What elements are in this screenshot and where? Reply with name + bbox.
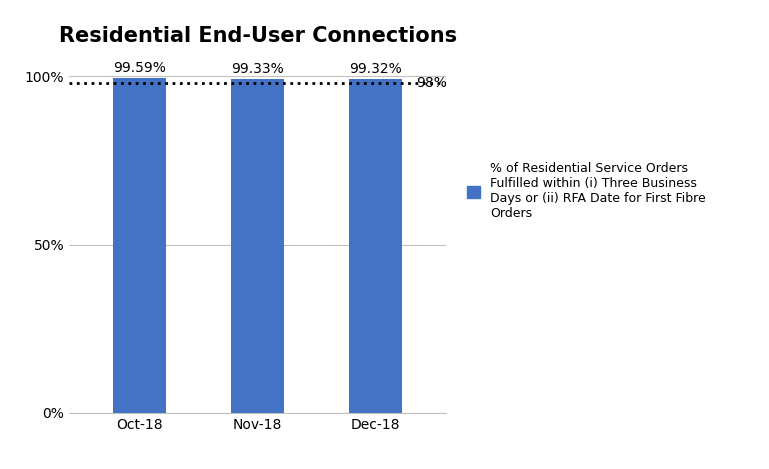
Title: Residential End-User Connections: Residential End-User Connections (58, 26, 457, 46)
Bar (113, 78, 166, 413)
Bar (349, 79, 402, 413)
Text: 99.59%: 99.59% (113, 61, 166, 75)
Text: 99.33%: 99.33% (231, 62, 284, 76)
Text: 99.32%: 99.32% (349, 62, 401, 76)
Text: 98%: 98% (416, 76, 447, 90)
Bar (231, 79, 284, 413)
Legend: % of Residential Service Orders
Fulfilled within (i) Three Business
Days or (ii): % of Residential Service Orders Fulfille… (468, 162, 706, 220)
